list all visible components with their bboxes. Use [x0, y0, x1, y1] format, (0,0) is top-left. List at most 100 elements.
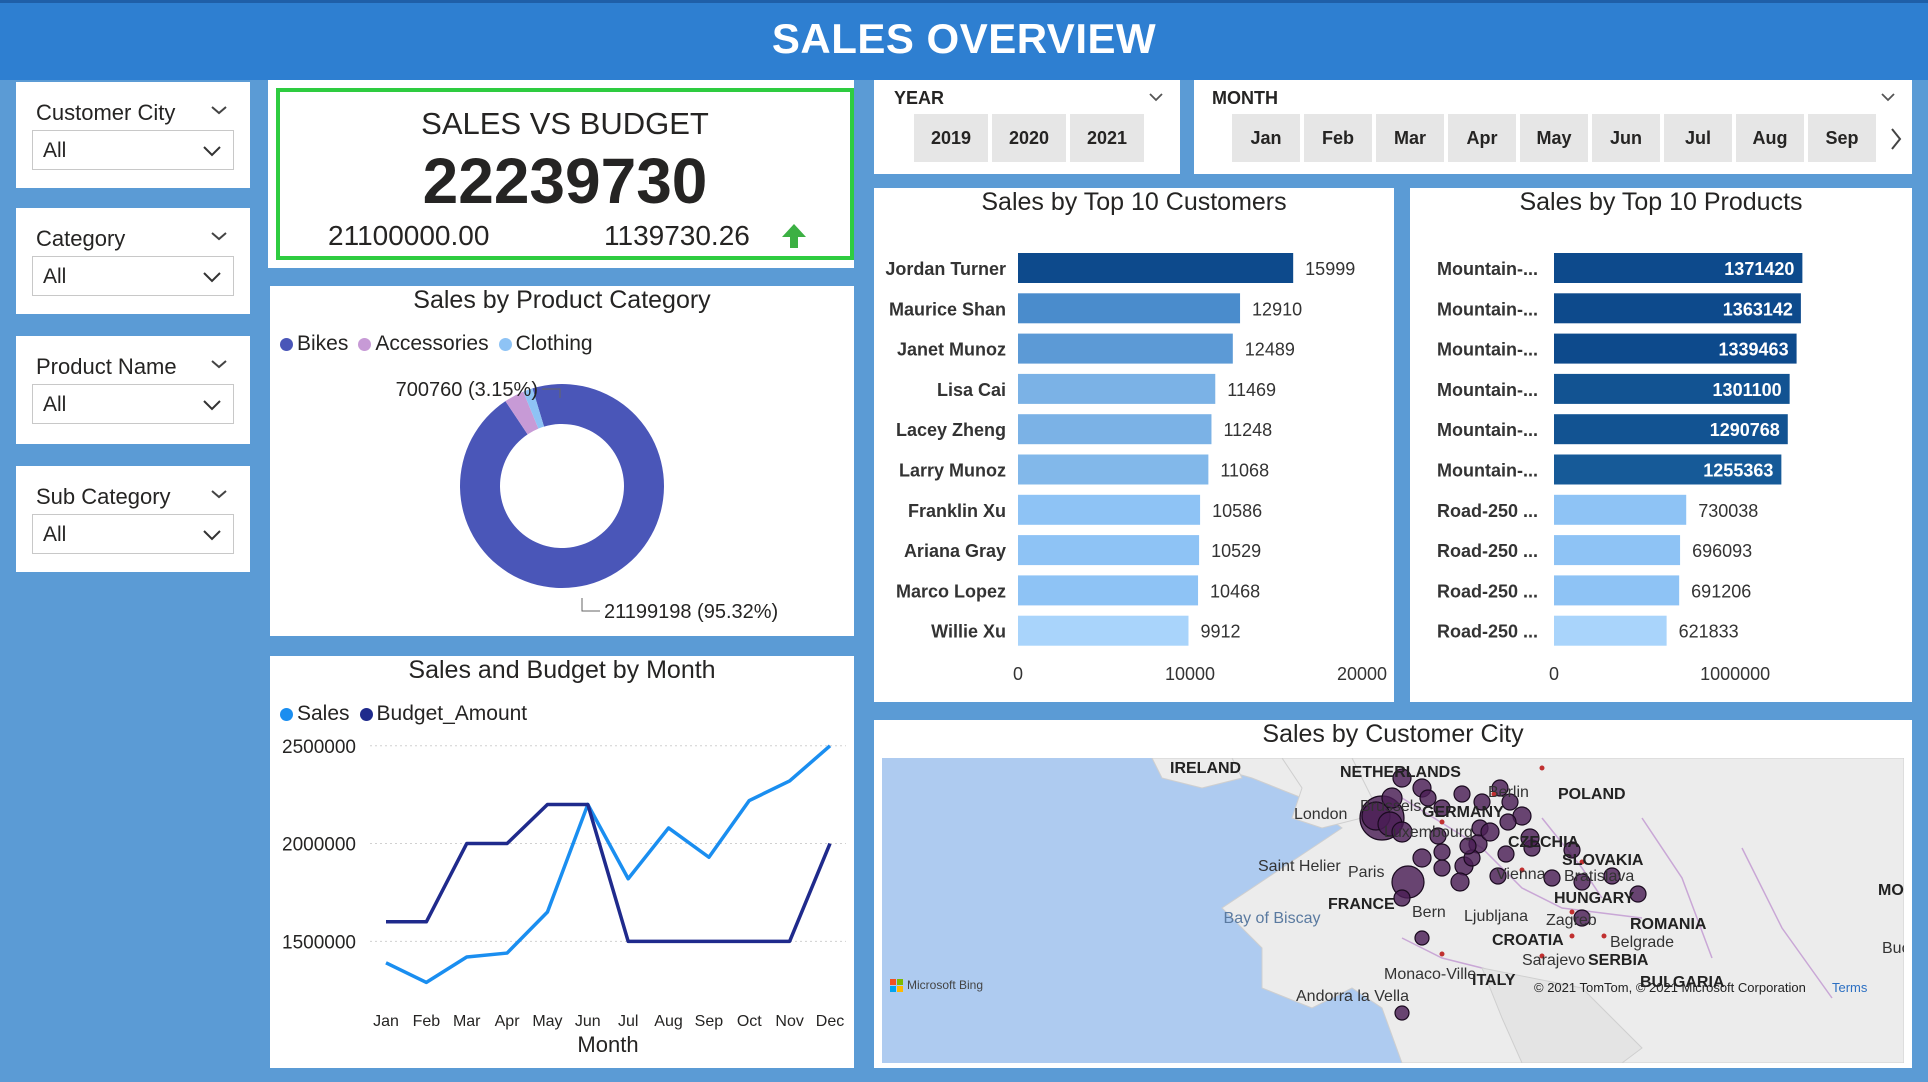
chevron-down-icon[interactable]: [208, 228, 230, 244]
data-label-bikes: 21199198 (95.32%): [604, 601, 778, 623]
x-tick-label: 0: [1549, 664, 1559, 684]
month-button-may[interactable]: May: [1520, 114, 1588, 162]
map-bubble: [1489, 867, 1507, 885]
map-city-label: Bratislava: [1564, 868, 1635, 885]
slicer-category: Category All: [16, 208, 250, 314]
map-provider: Microsoft Bing: [907, 978, 984, 992]
map-canvas[interactable]: IRELAND NETHERLANDS GERMANY POLAND CZECH…: [882, 758, 1904, 1063]
chevron-down-icon[interactable]: [208, 102, 230, 118]
data-label: 1371420: [1724, 259, 1794, 279]
data-label: 1363142: [1723, 299, 1793, 319]
month-button-mar[interactable]: Mar: [1376, 114, 1444, 162]
month-button-aug[interactable]: Aug: [1736, 114, 1804, 162]
map-country-label: FRANCE: [1328, 896, 1395, 913]
year-button-2019[interactable]: 2019: [914, 114, 988, 162]
city-dot: [1569, 933, 1575, 939]
data-label: 11248: [1223, 420, 1272, 440]
slicer-title: Customer City: [36, 100, 176, 125]
chevron-down-icon[interactable]: [1878, 90, 1898, 104]
sub-category-dropdown[interactable]: All: [32, 514, 234, 554]
city-dot: [1539, 765, 1545, 771]
bar: [1018, 454, 1209, 485]
month-slicer-label: MONTH: [1212, 88, 1278, 108]
map-bubble: [1450, 872, 1470, 892]
map-city-label: Zagreb: [1546, 912, 1597, 929]
month-button-feb[interactable]: Feb: [1304, 114, 1372, 162]
legend-item-clothing[interactable]: Clothing: [498, 332, 593, 356]
map-city-label: Bern: [1412, 904, 1446, 921]
map-bubble: [1563, 841, 1581, 859]
month-button-jun[interactable]: Jun: [1592, 114, 1660, 162]
category-dropdown[interactable]: All: [32, 256, 234, 296]
y-tick-label: 2500000: [282, 737, 356, 758]
chevron-down-icon[interactable]: [1146, 90, 1166, 104]
year-slicer: YEAR 2019 2020 2021: [874, 80, 1180, 174]
legend-item-budget[interactable]: Budget_Amount: [359, 702, 527, 726]
legend-label: Bikes: [297, 332, 349, 355]
bing-logo: Microsoft Bing: [890, 978, 983, 992]
header-bar: SALES OVERVIEW: [0, 0, 1928, 80]
chart-title: Sales by Customer City: [1262, 720, 1524, 748]
map-bubble: [1433, 799, 1451, 817]
year-button-2021[interactable]: 2021: [1070, 114, 1144, 162]
month-button-jul[interactable]: Jul: [1664, 114, 1732, 162]
month-button-apr[interactable]: Apr: [1448, 114, 1516, 162]
map-city-label: Vienna: [1496, 866, 1546, 883]
month-button-sep[interactable]: Sep: [1808, 114, 1876, 162]
data-label: 10529: [1211, 541, 1261, 561]
data-label: 621833: [1679, 622, 1739, 642]
map-bubble: [1543, 869, 1561, 887]
chart-title: Sales by Top 10 Products: [1519, 188, 1803, 216]
slicer-product-name: Product Name All: [16, 336, 250, 444]
x-tick-label: 10000: [1165, 664, 1215, 684]
category-label: Lisa Cai: [937, 380, 1006, 400]
category-label: Road-250 ...: [1437, 622, 1538, 642]
chevron-down-icon[interactable]: [208, 356, 230, 372]
bar: [1018, 494, 1201, 525]
legend-item-bikes[interactable]: Bikes: [280, 332, 348, 356]
legend: Sales Budget_Amount: [280, 702, 527, 726]
kpi-value: 22239730: [422, 145, 708, 217]
map-terms-link[interactable]: Terms: [1832, 980, 1868, 995]
map-bubble: [1497, 845, 1515, 863]
bar: [1554, 373, 1790, 404]
data-label: 11469: [1227, 380, 1276, 400]
legend-item-accessories[interactable]: Accessories: [358, 332, 489, 356]
month-slicer: MONTH Jan Feb Mar Apr May Jun Jul Aug Sep: [1194, 80, 1912, 174]
slicer-value: All: [43, 523, 67, 546]
city-dot: [1601, 933, 1607, 939]
x-tick-label: Aug: [654, 1013, 682, 1030]
map-country-label: CZECHIA: [1508, 834, 1580, 851]
map-attribution: © 2021 TomTom, © 2021 Microsoft Corporat…: [1534, 980, 1806, 995]
category-label: Road-250 ...: [1437, 501, 1538, 521]
leader-line: [581, 598, 600, 612]
map-city-label: Buc: [1882, 940, 1904, 957]
bar: [1554, 454, 1782, 485]
bar: [1554, 414, 1788, 445]
x-tick-label: Dec: [816, 1013, 844, 1030]
month-button-jan[interactable]: Jan: [1232, 114, 1300, 162]
top-products-chart: Sales by Top 10 Products Mountain-... 137…: [1410, 188, 1912, 702]
legend-label: Sales: [297, 702, 350, 725]
chart-title: Sales by Product Category: [413, 286, 711, 314]
map-bubble: [1394, 1005, 1410, 1021]
product-name-dropdown[interactable]: All: [32, 384, 234, 424]
slicer-title: Product Name: [36, 354, 177, 379]
page-title: SALES OVERVIEW: [771, 15, 1157, 62]
y-tick-label: 1500000: [282, 932, 356, 953]
legend-dot: [280, 337, 293, 351]
bar: [1554, 293, 1801, 324]
map-bubble: [1414, 930, 1430, 946]
map-city-label: Belgrade: [1610, 934, 1675, 951]
chevron-down-icon[interactable]: [208, 486, 230, 502]
customer-city-dropdown[interactable]: All: [32, 130, 234, 170]
top-customers-chart: Sales by Top 10 Customers Jordan Turner 1…: [874, 188, 1394, 702]
map-country-label: SLOVAKIA: [1562, 852, 1644, 869]
kpi-border: SALES VS BUDGET 22239730 21100000.00 113…: [276, 88, 854, 260]
chevron-right-icon[interactable]: [1888, 126, 1904, 152]
category-label: Willie Xu: [931, 622, 1006, 642]
map-country-label: MOL: [1878, 882, 1904, 899]
bar: [1554, 535, 1681, 566]
year-button-2020[interactable]: 2020: [992, 114, 1066, 162]
legend-item-sales[interactable]: Sales: [280, 702, 350, 726]
